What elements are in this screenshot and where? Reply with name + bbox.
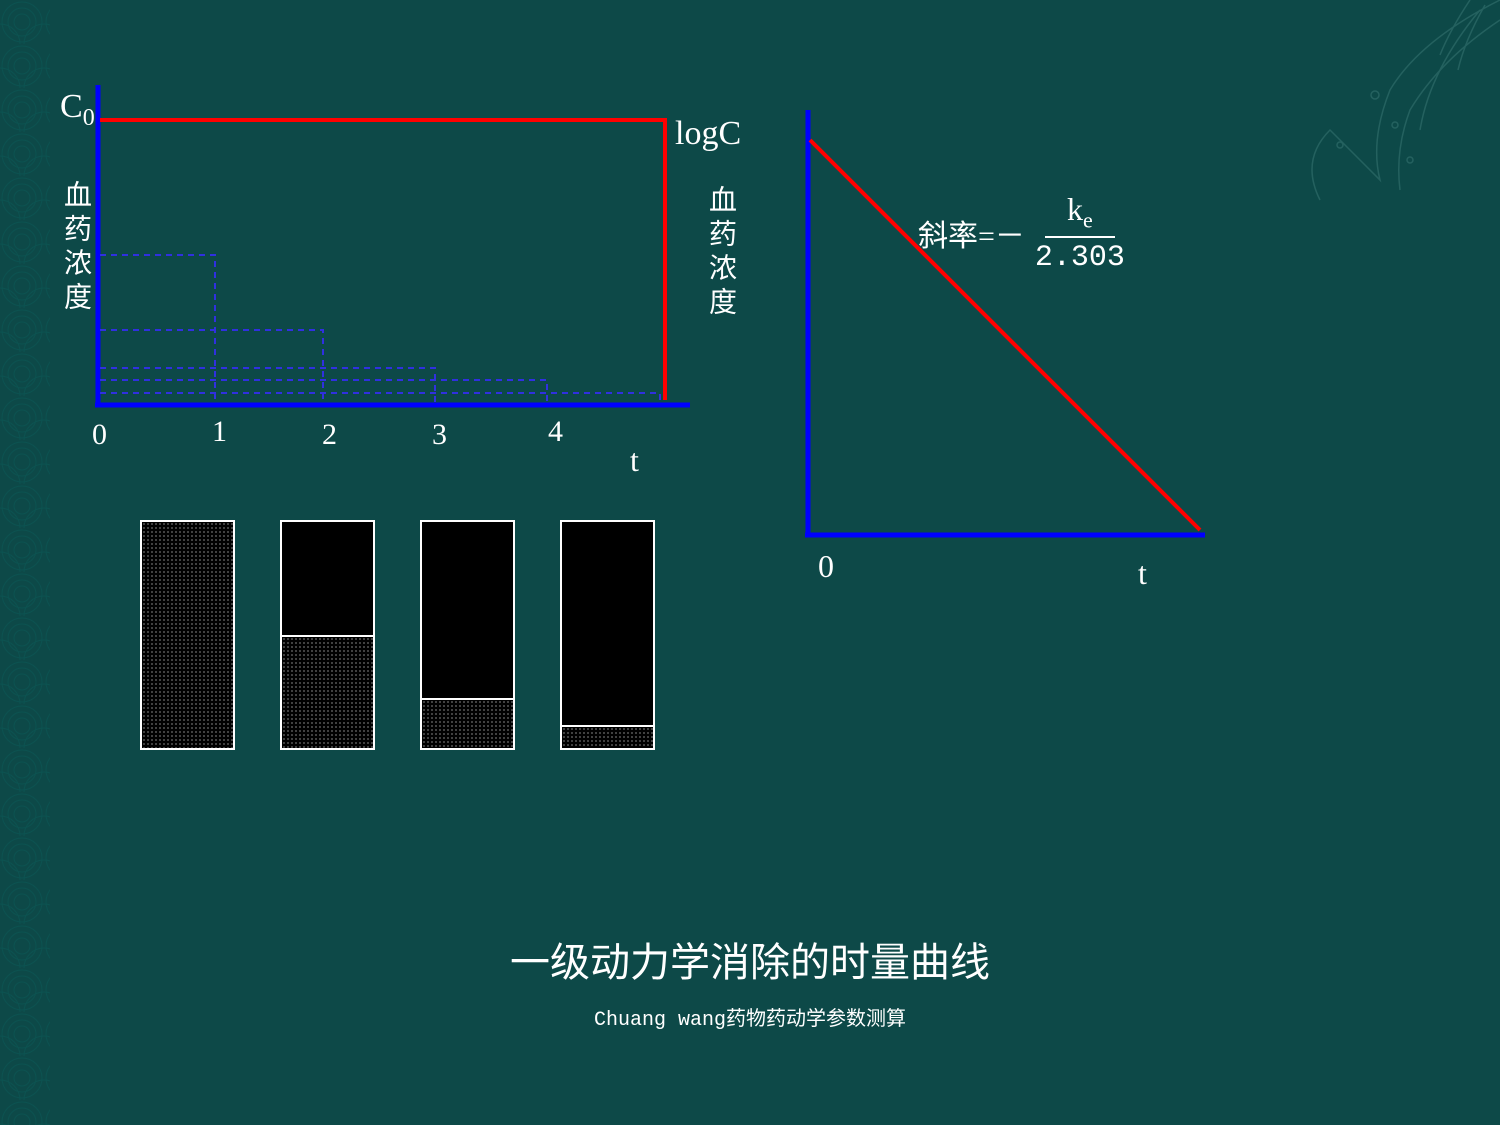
- right-origin-label: 0: [818, 548, 834, 585]
- drug-box-3: [420, 520, 515, 750]
- left-y-axis-label: 血药浓度: [55, 180, 95, 316]
- right-x-label: t: [1138, 555, 1147, 592]
- right-chart: [805, 110, 1205, 540]
- left-red-curve: [100, 120, 665, 400]
- logc-label: logC: [675, 115, 741, 153]
- left-c0-label: C0: [60, 88, 95, 132]
- dashed-bars: [100, 255, 660, 403]
- drug-boxes-row: [140, 520, 655, 750]
- drug-box-4: [560, 520, 655, 750]
- drug-box-1: [140, 520, 235, 750]
- slide-title: 一级动力学消除的时量曲线: [0, 930, 1500, 988]
- left-x-label: t: [630, 442, 639, 479]
- right-y-axis-label: 血药浓度: [700, 185, 740, 321]
- left-chart: [95, 85, 690, 410]
- slide-footer: Chuang wang药物药动学参数测算: [0, 1002, 1500, 1032]
- corner-decoration: [1220, 0, 1500, 280]
- drug-box-2: [280, 520, 375, 750]
- slope-formula: 斜率=－ ke 2.303: [918, 190, 1125, 276]
